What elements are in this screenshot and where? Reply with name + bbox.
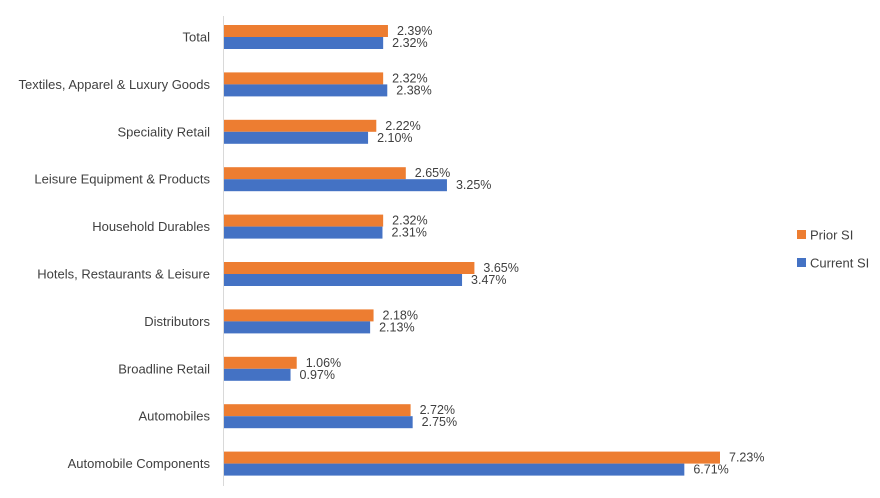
bar-prior-si [224,451,720,464]
bar-prior-si [224,404,411,417]
data-label-prior-si: 2.32% [392,71,427,85]
legend-swatch-current-si [797,258,806,267]
legend-swatch-prior-si [797,230,806,239]
category-label: Household Durables [92,219,210,234]
data-label-prior-si: 2.39% [397,24,432,38]
data-label-current-si: 3.47% [471,273,506,287]
legend-label-current-si: Current SI [810,256,869,271]
bar-prior-si [224,167,406,180]
category-label: Hotels, Restaurants & Leisure [37,267,210,282]
bar-prior-si [224,214,384,227]
data-label-prior-si: 2.18% [383,308,418,322]
bar-prior-si [224,356,297,369]
bar-current-si [224,131,369,144]
bar-prior-si [224,262,475,274]
bar-current-si [224,274,463,286]
bar-current-si [224,84,388,97]
category-label: Automobile Components [68,456,211,471]
data-label-current-si: 2.10% [377,131,412,145]
bar-current-si [224,226,383,239]
data-label-current-si: 0.97% [300,368,335,382]
bar-current-si [224,37,384,49]
data-label-prior-si: 2.32% [392,214,427,228]
legend: Prior SI Current SI [797,228,869,271]
data-label-prior-si: 7.23% [729,451,764,465]
bar-prior-si [224,309,374,322]
data-label-current-si: 2.75% [422,415,457,429]
bar-current-si [224,368,291,381]
data-label-current-si: 6.71% [693,463,728,477]
data-label-prior-si: 3.65% [483,261,518,275]
data-label-prior-si: 1.06% [306,356,341,370]
data-label-prior-si: 2.72% [420,403,455,417]
category-label: Distributors [144,314,210,329]
bar-prior-si [224,25,388,37]
category-label: Automobiles [138,409,210,424]
axis-layer: Total Textiles, Apparel & Luxury Goods Spe… [19,16,224,486]
labels-layer: 2.39%2.32%2.32%2.38%2.22%2.10%2.65%3.25%… [300,24,765,477]
data-label-current-si: 2.38% [396,83,431,97]
data-label-prior-si: 2.22% [385,119,420,133]
category-label: Textiles, Apparel & Luxury Goods [19,77,211,92]
data-label-prior-si: 2.65% [415,166,450,180]
bar-prior-si [224,119,377,132]
data-label-current-si: 2.13% [379,320,414,334]
category-label: Speciality Retail [118,124,211,139]
data-label-current-si: 2.31% [391,226,426,240]
category-label: Broadline Retail [118,361,210,376]
bar-current-si [224,416,413,429]
bar-current-si [224,463,685,476]
bar-current-si [224,321,371,334]
category-label: Leisure Equipment & Products [34,172,210,187]
legend-label-prior-si: Prior SI [810,228,853,243]
data-label-current-si: 3.25% [456,178,491,192]
bar-prior-si [224,72,384,85]
bars-layer [224,25,720,476]
data-label-current-si: 2.32% [392,36,427,50]
category-label: Total [183,30,211,45]
bar-current-si [224,179,447,192]
